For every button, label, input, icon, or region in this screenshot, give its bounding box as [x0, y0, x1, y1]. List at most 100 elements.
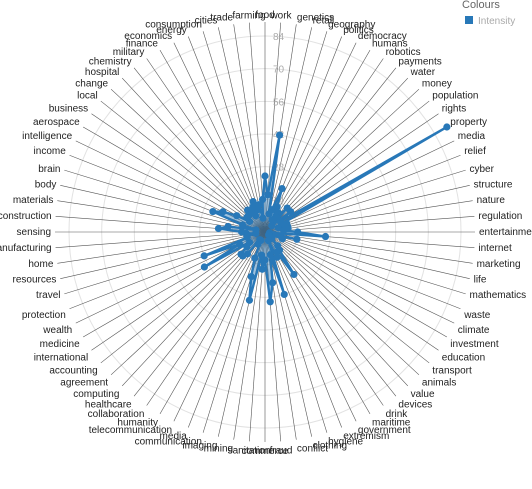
spoke-line [264, 231, 430, 364]
category-label: hygiene [328, 437, 363, 448]
category-label: fraud [270, 445, 293, 456]
spoke-line [264, 49, 371, 233]
category-label: farming [232, 11, 265, 22]
data-point [321, 232, 330, 241]
data-point [278, 184, 286, 193]
category-label: accounting [49, 365, 97, 376]
category-label: humans [372, 39, 408, 50]
spoke-line [146, 231, 266, 406]
category-label: politics [343, 25, 374, 36]
category-label: value [411, 389, 435, 400]
data-point [264, 237, 273, 245]
category-label: robotics [386, 47, 421, 58]
category-label: devices [398, 399, 432, 410]
spoke-line [173, 231, 266, 422]
category-label: entertainment [479, 227, 532, 238]
category-label: cyber [470, 164, 495, 175]
data-point [200, 263, 208, 271]
data-point [258, 265, 266, 273]
category-label: internet [478, 243, 512, 254]
category-label: travel [36, 290, 60, 301]
category-label: nature [477, 195, 506, 206]
spoke-line [264, 154, 461, 233]
data-point [280, 227, 288, 235]
category-label: intelligence [22, 131, 72, 142]
category-label: protection [22, 310, 66, 321]
data-point [280, 290, 288, 299]
spoke-line [264, 58, 384, 233]
category-label: hospital [85, 67, 119, 78]
category-label: aerospace [33, 117, 80, 128]
data-point [236, 240, 244, 248]
category-label: relief [464, 146, 486, 157]
category-label: population [432, 91, 478, 102]
category-label: wealth [42, 325, 72, 336]
spoke-line [91, 231, 266, 351]
category-label: retail [313, 15, 335, 26]
category-label: manufacturing [0, 243, 52, 254]
category-label: materials [13, 195, 54, 206]
data-point [224, 222, 232, 231]
data-point [256, 236, 264, 244]
spoke-line [264, 231, 397, 397]
data-point [273, 203, 281, 211]
spoke-line [264, 231, 371, 415]
category-label: transport [432, 365, 472, 376]
category-label: finance [126, 39, 159, 50]
category-label: sensing [17, 227, 51, 238]
spoke-line [60, 184, 266, 233]
category-label: business [49, 103, 88, 114]
data-point [200, 252, 208, 260]
spoke-line [55, 231, 266, 248]
category-label: work [269, 11, 292, 22]
category-label: extremism [343, 431, 389, 442]
spoke-line [133, 67, 266, 233]
category-label: collaboration [88, 409, 145, 420]
category-label: change [75, 78, 108, 89]
data-point [258, 195, 267, 204]
spoke-line [264, 31, 328, 233]
category-label: maritime [372, 417, 411, 428]
data-point [278, 235, 286, 243]
category-label: life [474, 275, 487, 286]
category-label: computing [73, 389, 119, 400]
category-label: payments [398, 57, 441, 68]
tick-label: 70 [273, 65, 285, 76]
category-label: humanity [117, 417, 158, 428]
spoke-line [159, 49, 266, 233]
spoke-line [264, 184, 470, 233]
data-point [264, 191, 272, 199]
category-label: regulation [478, 211, 522, 222]
category-label: construction [0, 211, 52, 222]
category-label: geography [328, 20, 375, 31]
data-point [268, 222, 276, 230]
category-label: imaging [182, 441, 217, 452]
data-point [255, 201, 263, 209]
category-label: consumption [145, 20, 202, 31]
spoke-line [264, 231, 313, 437]
category-label: medicine [40, 339, 80, 350]
spoke-line [264, 231, 439, 351]
data-point [252, 212, 260, 220]
category-label: media [160, 431, 188, 442]
category-label: democracy [358, 31, 407, 42]
spoke-line [264, 231, 357, 422]
category-label: cities [195, 15, 218, 26]
spoke-line [264, 231, 281, 442]
data-point [209, 207, 217, 216]
spoke-line [64, 169, 266, 233]
category-label: sanitation [228, 445, 271, 456]
data-point [251, 254, 259, 262]
data-point [266, 251, 274, 259]
tick-label: 84 [273, 32, 285, 43]
data-point [249, 203, 257, 211]
category-label: mining [204, 444, 233, 455]
spoke-line [264, 169, 466, 233]
data-point [259, 214, 267, 222]
spoke-line [100, 100, 266, 233]
category-label: income [34, 146, 67, 157]
data-point [293, 235, 301, 243]
data-point [443, 123, 451, 131]
data-point [239, 221, 247, 229]
data-point [233, 212, 241, 220]
